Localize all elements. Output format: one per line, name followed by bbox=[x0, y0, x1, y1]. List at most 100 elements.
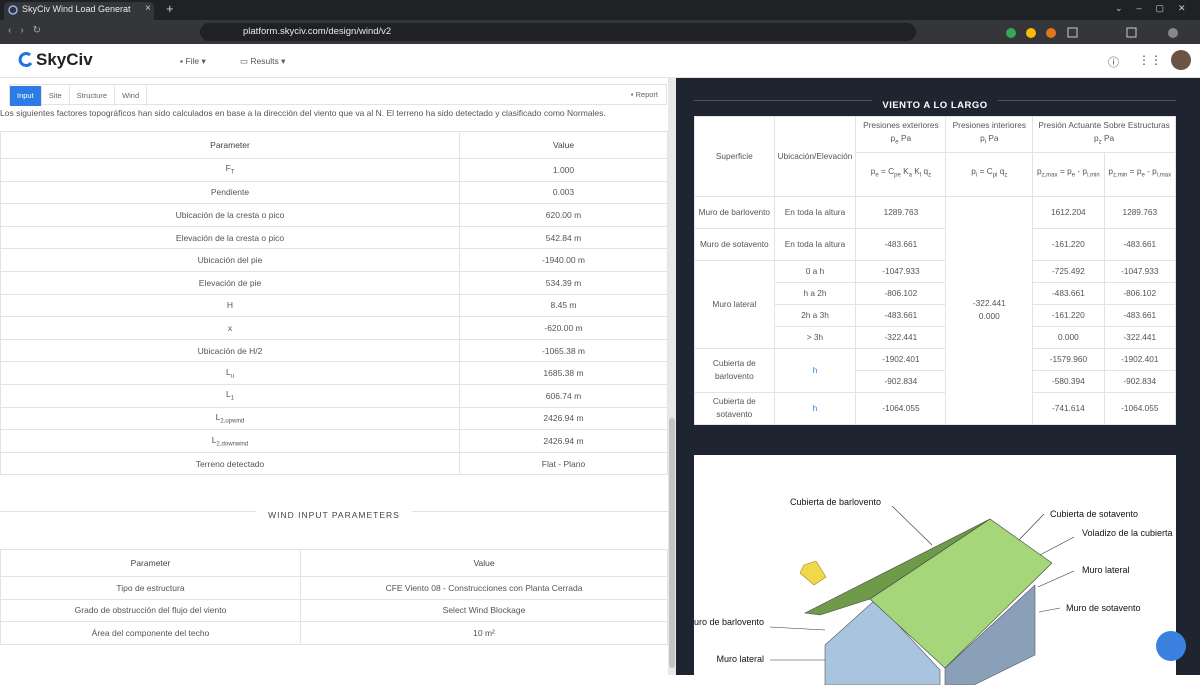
text-part: = C bbox=[878, 166, 895, 177]
menu-label[interactable]: Results bbox=[250, 56, 279, 66]
menu-results[interactable]: ▭ Results ▾ bbox=[240, 56, 286, 66]
value-cell: -806.102 bbox=[855, 281, 947, 305]
value-cell: 620.00 m bbox=[459, 203, 668, 227]
value-cell: -1902.401 bbox=[1103, 347, 1177, 371]
value-cell: 2426.94 m bbox=[459, 406, 668, 431]
report-label[interactable]: Report bbox=[635, 90, 658, 99]
text-part: L bbox=[211, 434, 217, 445]
diagram-label: Voladizo de la cubierta bbox=[1082, 528, 1173, 538]
column-header: Value bbox=[459, 131, 668, 159]
surface-cell: Cubierta de barlovento bbox=[694, 347, 775, 393]
parameter-cell: Grado de obstrucción del flujo del vient… bbox=[0, 598, 301, 623]
menu-file[interactable]: ▪ File ▾ bbox=[180, 56, 206, 66]
logo[interactable]: SkyCiv bbox=[36, 50, 93, 69]
header-cell: Presiones exteriores pe Pa bbox=[855, 116, 947, 153]
formula-cell: pz,max = pe - pi,min bbox=[1032, 151, 1105, 197]
value-cell: -483.661 bbox=[855, 227, 947, 261]
value-cell: 10 m² bbox=[300, 621, 668, 645]
subscript: 1 bbox=[230, 396, 235, 403]
location-cell: En toda la altura bbox=[773, 195, 857, 229]
nav-buttons[interactable]: ‹›↻ bbox=[8, 25, 51, 36]
text-part: Presiones interiores p bbox=[952, 120, 1026, 143]
value-cell: 1612.204 bbox=[1032, 195, 1105, 229]
row: FT 1.000 bbox=[0, 158, 668, 182]
parameter-cell: Ubicación de la cresta o pico bbox=[0, 203, 460, 227]
header-cell: Presiones interiores pi Pa bbox=[945, 116, 1034, 153]
url[interactable]: platform.skyciv.com/design/wind/v2 bbox=[243, 26, 392, 37]
subscript: u bbox=[230, 373, 235, 380]
section-heading: WIND INPUT PARAMETERS bbox=[0, 505, 668, 523]
subscript: i,min bbox=[1087, 172, 1100, 179]
location-cell: h a 2h bbox=[773, 281, 857, 305]
location-cell: > 3h bbox=[773, 325, 857, 349]
text-part: - p bbox=[1075, 166, 1088, 177]
location-cell: h bbox=[773, 391, 857, 425]
subscript: i bbox=[984, 139, 987, 146]
text-part: p bbox=[870, 166, 876, 177]
menu-label[interactable]: File bbox=[185, 56, 200, 66]
value-cell: -902.834 bbox=[855, 369, 947, 393]
scrollbar[interactable] bbox=[668, 78, 676, 675]
header-row: Superficie Ubicación/Elevación Presiones e… bbox=[694, 116, 1176, 197]
tab[interactable]: Wind bbox=[115, 86, 148, 106]
apps[interactable]: ⋮⋮ bbox=[1138, 53, 1162, 67]
column-header: Parameter bbox=[0, 131, 460, 159]
parameter-cell: Terreno detectado bbox=[0, 451, 460, 476]
wind-arrow bbox=[799, 560, 827, 586]
diagram-label: Muro lateral bbox=[1082, 565, 1130, 575]
report-button[interactable]: ▪ Report bbox=[630, 90, 658, 99]
parameter-cell: x bbox=[0, 316, 460, 340]
row: H 8.45 m bbox=[0, 293, 668, 318]
tab[interactable]: Structure bbox=[70, 86, 116, 106]
interior-value: 0.000 bbox=[978, 311, 1000, 322]
row: > 3h -322.441 0.000 -322.441 bbox=[695, 325, 1177, 349]
help[interactable]: ⓘ bbox=[1108, 57, 1119, 69]
new-tab[interactable]: + bbox=[166, 1, 174, 16]
window-controls[interactable]: ⌄–▢✕ bbox=[1115, 3, 1200, 13]
value-cell: -483.661 bbox=[855, 303, 947, 327]
diagram-svg: Cubierta de barlovento Cubierta de sotave… bbox=[686, 497, 1173, 686]
parameter-cell: Área del componente del techo bbox=[0, 621, 301, 645]
parameter-cell: L1 bbox=[0, 383, 460, 408]
wind-input-table: Parameter Value Tipo de estructura CFE Vien… bbox=[0, 549, 668, 645]
formula-cell: pe = Cpe Ka Kl qz bbox=[855, 151, 947, 197]
subscript: e bbox=[1141, 172, 1145, 179]
row: Cubierta de sotavento h -1064.055 -741.614-… bbox=[694, 391, 1177, 425]
row: Grado de obstrucción del flujo del vient… bbox=[0, 598, 668, 623]
subscript: pe bbox=[894, 172, 901, 179]
tab[interactable]: Site bbox=[42, 86, 70, 106]
value-cell: 606.74 m bbox=[459, 383, 668, 408]
text-part: K bbox=[911, 166, 920, 177]
tab-icon bbox=[8, 5, 18, 15]
tab[interactable]: Input bbox=[10, 86, 42, 106]
url-box[interactable] bbox=[200, 23, 916, 41]
tab-close[interactable]: × bbox=[145, 3, 151, 14]
row: Pendiente 0.003 bbox=[0, 180, 668, 205]
text-part: = p bbox=[1057, 166, 1072, 177]
topo-table: Parameter Value FT 1.000 Pendiente 0.003 Ubica… bbox=[0, 131, 668, 476]
results-panel: VIENTO A LO LARGO Superficie Ubicación/El… bbox=[676, 78, 1200, 686]
tabs: Input Site Structure Wind bbox=[10, 85, 148, 106]
logo-icon bbox=[18, 52, 33, 68]
row: Área del componente del techo 10 m² bbox=[0, 621, 668, 645]
location-cell: 0 a h bbox=[773, 259, 857, 283]
header-row: pe = Cpe Ka Kl qz pi = Cpi qz pz,max = pe … bbox=[695, 151, 1177, 197]
tab-strip: Input Site Structure Wind ▪ Report bbox=[9, 84, 667, 106]
subscript: pi bbox=[992, 172, 998, 179]
subscript: z bbox=[1004, 172, 1008, 179]
extension-icons[interactable] bbox=[1005, 26, 1185, 38]
scroll-thumb[interactable] bbox=[669, 418, 675, 668]
value-cell: -1064.055 bbox=[1103, 391, 1177, 425]
subscript: i,max bbox=[1156, 172, 1172, 179]
leader-lines bbox=[769, 505, 1075, 661]
browser-tabbar: SkyCiv Wind Load Generat × + ⌄–▢✕ bbox=[0, 0, 1200, 20]
parameter-cell: Elevación de la cresta o pico bbox=[0, 225, 460, 250]
chat-button[interactable] bbox=[1156, 631, 1186, 661]
value-cell: 0.000 bbox=[1032, 325, 1105, 349]
text-part: q bbox=[921, 166, 929, 177]
subscript: e bbox=[875, 172, 879, 179]
avatar[interactable] bbox=[1171, 50, 1191, 70]
header-cell: Presión Actuante Sobre Estructuras pz Pa bbox=[1032, 116, 1176, 153]
tab[interactable] bbox=[4, 2, 154, 20]
intro-text: Los siguientes factores topográficos han… bbox=[0, 108, 606, 118]
